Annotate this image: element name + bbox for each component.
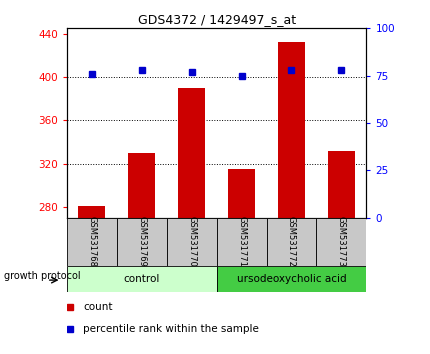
Text: GSM531770: GSM531770 bbox=[187, 216, 196, 267]
Title: GDS4372 / 1429497_s_at: GDS4372 / 1429497_s_at bbox=[137, 13, 295, 26]
Bar bbox=[327, 150, 354, 218]
Text: growth protocol: growth protocol bbox=[4, 271, 81, 281]
Bar bbox=[166, 218, 216, 266]
Bar bbox=[216, 218, 266, 266]
Bar bbox=[67, 218, 117, 266]
Text: count: count bbox=[83, 302, 113, 313]
Bar bbox=[216, 266, 366, 292]
Bar bbox=[227, 169, 255, 218]
Text: GSM531771: GSM531771 bbox=[237, 216, 246, 267]
Text: GSM531769: GSM531769 bbox=[137, 216, 146, 267]
Bar bbox=[117, 218, 166, 266]
Text: GSM531772: GSM531772 bbox=[286, 216, 295, 267]
Bar bbox=[78, 206, 105, 218]
Text: percentile rank within the sample: percentile rank within the sample bbox=[83, 324, 258, 334]
Bar bbox=[277, 42, 304, 218]
Bar bbox=[316, 218, 366, 266]
Bar bbox=[178, 88, 205, 218]
Bar bbox=[67, 266, 216, 292]
Text: control: control bbox=[123, 274, 160, 284]
Bar bbox=[128, 153, 155, 218]
Text: GSM531768: GSM531768 bbox=[87, 216, 96, 267]
Bar bbox=[266, 218, 316, 266]
Text: ursodeoxycholic acid: ursodeoxycholic acid bbox=[236, 274, 345, 284]
Text: GSM531773: GSM531773 bbox=[336, 216, 345, 267]
